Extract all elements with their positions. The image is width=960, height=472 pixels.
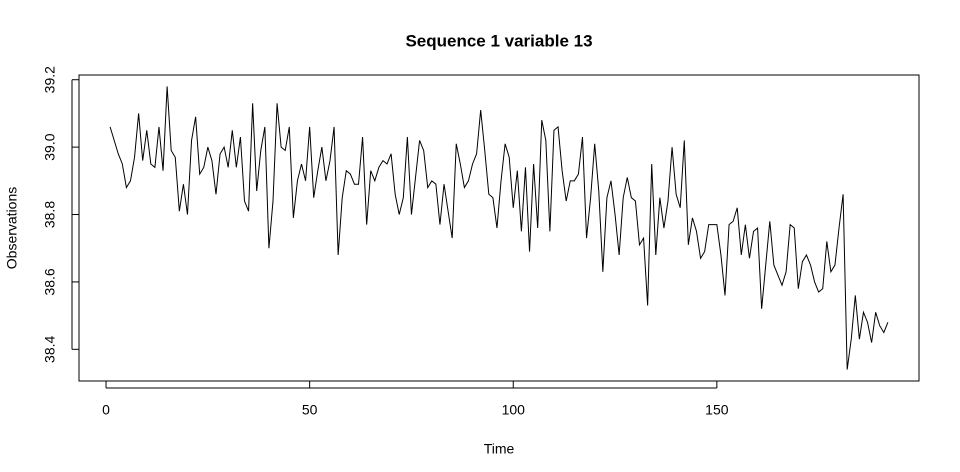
x-tick-label: 100 xyxy=(502,402,526,418)
x-tick-label: 150 xyxy=(705,402,729,418)
y-axis-label: Observations xyxy=(4,187,20,269)
y-tick-label: 39.2 xyxy=(42,66,58,93)
y-tick-label: 39.0 xyxy=(42,133,58,160)
y-tick-label: 38.8 xyxy=(42,201,58,228)
y-tick-label: 38.6 xyxy=(42,268,58,295)
x-tick-label: 0 xyxy=(102,402,110,418)
x-axis-label: Time xyxy=(484,441,515,457)
chart-title: Sequence 1 variable 13 xyxy=(405,31,592,50)
y-tick-label: 38.4 xyxy=(42,335,58,362)
plot-frame xyxy=(78,74,920,382)
data-line xyxy=(109,86,889,370)
x-tick-label: 50 xyxy=(302,402,318,418)
